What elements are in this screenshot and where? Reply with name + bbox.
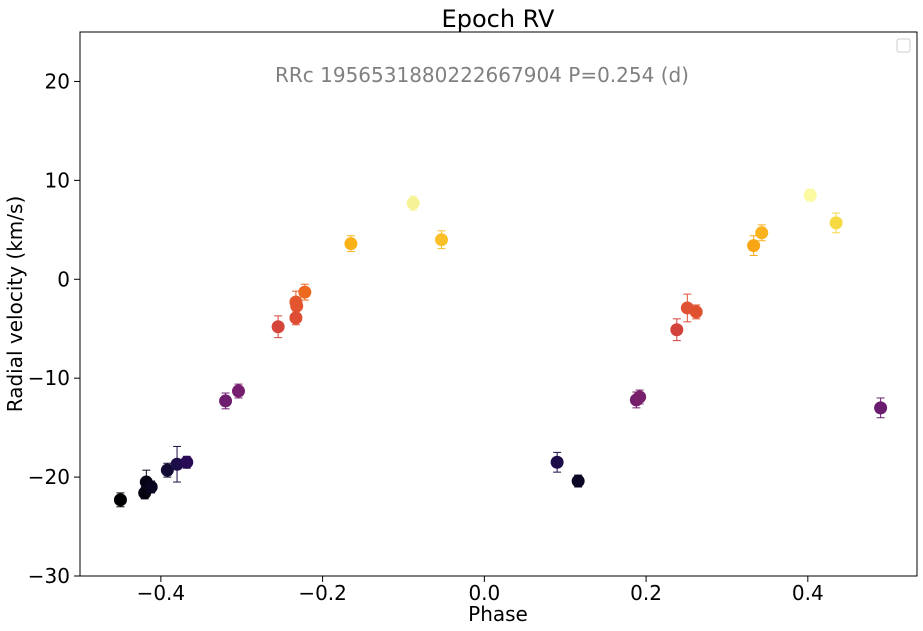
data-point: [829, 212, 843, 234]
x-tick-label: 0.0: [468, 581, 500, 605]
point-marker: [160, 463, 174, 477]
x-tick-label: 0.4: [792, 581, 824, 605]
y-tick-label: 10: [45, 168, 70, 192]
x-tick-label: −0.4: [137, 581, 186, 605]
x-tick-label: −0.2: [298, 581, 347, 605]
y-tick-label: −20: [28, 465, 70, 489]
x-axis-label: Phase: [468, 602, 528, 626]
point-marker: [803, 188, 817, 202]
y-axis-ticks: −30 −20 −10 0 10 20: [28, 69, 80, 588]
point-marker: [232, 384, 246, 398]
data-point: [298, 283, 312, 301]
point-marker: [571, 474, 585, 488]
x-axis-ticks: −0.4 −0.2 0.0 0.2 0.4: [137, 576, 824, 605]
data-point: [550, 451, 564, 473]
point-marker: [689, 305, 703, 319]
data-point: [874, 397, 888, 419]
x-tick-label: 0.2: [630, 581, 662, 605]
data-point: [747, 235, 761, 257]
data-point: [113, 492, 127, 508]
point-marker: [755, 226, 769, 240]
point-marker: [144, 480, 158, 494]
point-marker: [113, 493, 127, 507]
point-marker: [298, 285, 312, 299]
y-tick-label: 0: [57, 267, 70, 291]
point-marker: [289, 311, 303, 325]
point-marker: [747, 239, 761, 253]
legend-box: [896, 38, 911, 53]
point-marker: [670, 323, 684, 337]
data-point: [219, 392, 233, 410]
point-marker: [180, 455, 194, 469]
data-point: [160, 462, 174, 478]
point-marker: [633, 390, 647, 404]
data-point: [344, 235, 358, 253]
y-tick-label: 20: [45, 69, 70, 93]
data-point: [803, 188, 817, 202]
data-point: [670, 318, 684, 342]
point-marker: [271, 320, 285, 334]
data-point: [689, 304, 703, 320]
data-point: [144, 480, 158, 494]
data-point: [571, 474, 585, 488]
point-marker: [874, 401, 888, 415]
y-tick-label: −30: [28, 564, 70, 588]
point-marker: [170, 457, 184, 471]
y-tick-label: −10: [28, 366, 70, 390]
data-point: [271, 315, 285, 339]
point-marker: [406, 196, 420, 210]
star-annotation: RRc 1956531880222667904 P=0.254 (d): [275, 63, 689, 87]
data-point: [434, 230, 448, 250]
data-points: [113, 188, 888, 508]
plot-frame: [79, 31, 918, 577]
point-marker: [829, 216, 843, 230]
data-point: [170, 445, 184, 483]
y-axis-label: Radial velocity (km/s): [3, 196, 27, 412]
point-marker: [290, 299, 304, 313]
point-marker: [219, 394, 233, 408]
data-point: [180, 455, 194, 469]
data-point: [232, 383, 246, 399]
point-marker: [550, 455, 564, 469]
data-point: [633, 389, 647, 405]
data-point: [406, 195, 420, 211]
point-marker: [434, 233, 448, 247]
data-point: [289, 310, 303, 326]
data-point: [755, 224, 769, 242]
point-marker: [344, 237, 358, 251]
chart-title: Epoch RV: [442, 5, 555, 33]
